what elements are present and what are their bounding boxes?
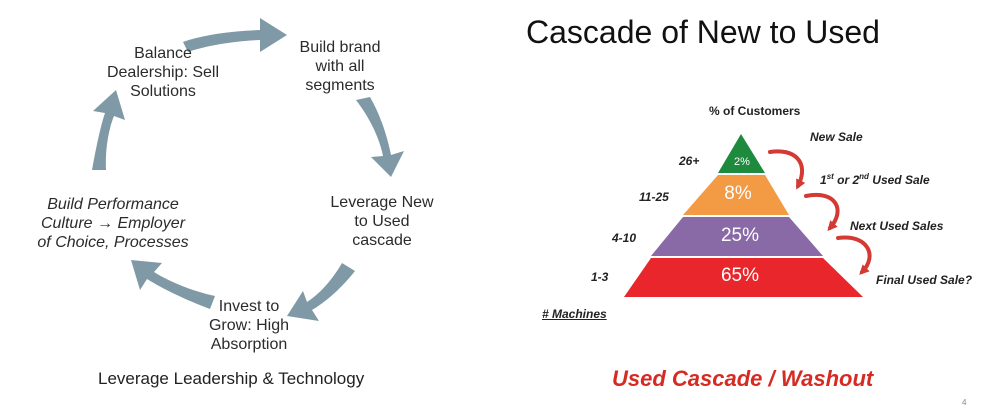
cycle-node-balance: Balance Dealership: Sell Solutions (95, 44, 231, 101)
cascade-footer: Used Cascade / Washout (612, 366, 874, 391)
tier-pct-26plus: 2% (734, 156, 750, 168)
machines-4-10: 4-10 (612, 231, 637, 245)
sale-label-first-used-sup2: nd (859, 172, 869, 181)
cycle-node-invest-line3: Absorption (210, 336, 288, 353)
cascade-pyramid (624, 134, 863, 297)
cycle-node-build-brand-line1: Build brand (299, 39, 381, 56)
cycle-node-balance-line1: Balance (134, 45, 192, 62)
tier-26plus (718, 134, 765, 173)
pct-header: % of Customers (709, 104, 801, 118)
cycle-footer: Leverage Leadership & Technology (98, 369, 365, 388)
machines-label: # Machines (542, 307, 607, 321)
arrow-used-to-next (804, 192, 840, 231)
sale-label-first-used-1: 1 (820, 173, 827, 187)
sale-label-next: Next Used Sales (850, 219, 944, 233)
sale-label-first-used-sup1: st (826, 172, 834, 181)
machines-26plus: 26+ (679, 154, 700, 168)
tier-4-10 (651, 217, 823, 256)
machines-11-25: 11-25 (639, 190, 669, 204)
cycle-node-build-brand: Build brand with all segments (290, 38, 390, 95)
sale-label-first-used-mid: or 2 (833, 173, 860, 187)
cycle-node-leverage-line2: to Used (354, 213, 410, 230)
cycle-node-invest-line1: Invest to (218, 298, 280, 315)
tier-pct-4-10: 25% (720, 225, 760, 246)
sale-arrows (768, 149, 872, 275)
cycle-node-leverage-line1: Leverage New (330, 194, 434, 211)
machines-1-3: 1-3 (591, 270, 609, 284)
arrow-next-to-final (836, 235, 872, 275)
tier-11-25 (683, 175, 789, 215)
cycle-node-build-brand-line2: with all (315, 58, 365, 75)
sale-label-first-used: 1st or 2nd Used Sale (820, 172, 930, 187)
cycle-node-invest: Invest to Grow: High Absorption (197, 297, 301, 354)
cycle-arrow-bottom-left (131, 260, 215, 309)
cycle-node-leverage: Leverage New to Used cascade (323, 193, 441, 250)
cycle-node-culture-line3: of Choice, Processes (37, 234, 189, 251)
cycle-node-culture: Build Performance Culture → Employer of … (24, 195, 202, 252)
cycle-node-build-brand-line3: segments (305, 77, 375, 94)
sale-label-final: Final Used Sale? (876, 273, 973, 287)
cycle-arrow-right-lower (287, 263, 355, 321)
cycle-arrow-left (92, 90, 125, 170)
cycle-node-invest-line2: Grow: High (208, 317, 290, 334)
cycle-arrow-right-upper (356, 97, 404, 177)
cycle-arrows (92, 18, 404, 321)
cycle-node-balance-line2: Dealership: Sell (106, 64, 220, 81)
cycle-node-leverage-line3: cascade (352, 232, 412, 249)
cycle-arrow-top (183, 18, 287, 52)
tier-pct-1-3: 65% (720, 265, 760, 286)
page-number: 4 (962, 398, 967, 407)
tier-1-3 (624, 258, 863, 297)
arrow-new-to-used (768, 149, 806, 190)
tier-pct-11-25: 8% (724, 183, 752, 204)
cycle-node-balance-line3: Solutions (130, 83, 196, 100)
sale-label-first-used-suffix: Used Sale (868, 173, 930, 187)
cycle-node-culture-line2: Culture → Employer (40, 215, 186, 232)
cycle-node-culture-line1: Build Performance (47, 196, 179, 213)
sale-label-new: New Sale (810, 130, 863, 144)
cascade-title: Cascade of New to Used (526, 14, 880, 50)
